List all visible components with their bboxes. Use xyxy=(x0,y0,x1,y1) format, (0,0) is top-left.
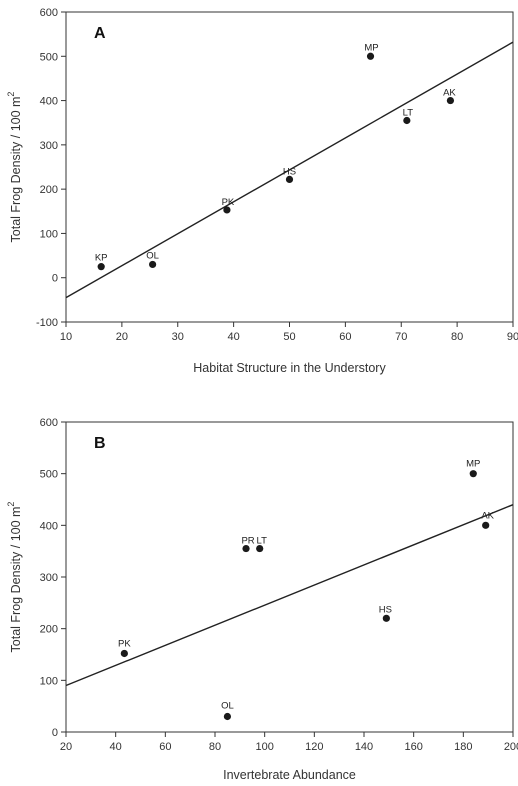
y-tick-label: 500 xyxy=(40,51,58,63)
y-tick-label: 0 xyxy=(52,273,58,285)
y-tick-label: 600 xyxy=(40,7,58,19)
data-label-pr: PR xyxy=(241,536,254,547)
x-tick-label: 20 xyxy=(60,741,72,753)
data-label-ak: AK xyxy=(443,88,456,99)
data-point-mp xyxy=(469,470,477,478)
x-tick-label: 60 xyxy=(339,331,351,343)
y-tick-label: 400 xyxy=(40,96,58,108)
data-point-hs xyxy=(382,614,390,622)
x-tick-label: 50 xyxy=(283,331,295,343)
data-label-ak: AK xyxy=(481,510,494,521)
x-axis-title: Invertebrate Abundance xyxy=(223,768,356,782)
x-axis-title: Habitat Structure in the Understory xyxy=(193,361,386,375)
data-point-lt xyxy=(403,116,411,125)
data-point-kp xyxy=(97,263,105,271)
chart-panel-b: 0 100 200 300 400 500 600 20 40 60 80 100 120 140 160 1… xyxy=(6,417,518,782)
data-label-pk: PK xyxy=(118,638,131,649)
data-label-ol: OL xyxy=(146,250,159,261)
y-tick-label: 200 xyxy=(40,184,58,196)
data-point-ak xyxy=(482,521,490,529)
x-tick-label: 20 xyxy=(116,331,128,343)
y-tick-label: 600 xyxy=(40,417,58,429)
y-axis-title: Total Frog Density / 100 m2 xyxy=(6,502,23,653)
x-tick-label: 10 xyxy=(60,331,72,343)
data-point-lt xyxy=(256,544,264,553)
x-tick-label: 70 xyxy=(395,331,407,343)
data-point-pk xyxy=(223,206,231,214)
regression-line xyxy=(65,41,514,299)
y-tick-label: 300 xyxy=(40,140,58,152)
y-tick-label: 100 xyxy=(40,675,58,687)
data-point-pr xyxy=(242,544,250,553)
y-axis-title-superscript: 2 xyxy=(6,502,16,507)
data-label-hs: HS xyxy=(379,604,392,615)
x-tick-label: 40 xyxy=(228,331,240,343)
y-tick-label: 100 xyxy=(40,228,58,240)
regression-line xyxy=(65,504,514,687)
x-tick-label: 90 xyxy=(507,331,518,343)
data-point-ol xyxy=(223,712,232,721)
y-tick-label: 400 xyxy=(40,520,58,532)
y-axis-title-main: Total Frog Density / 100 m xyxy=(9,97,23,243)
y-tick-label: 200 xyxy=(40,624,58,636)
x-tick-label: 140 xyxy=(355,741,373,753)
data-label-pk: PK xyxy=(222,197,235,208)
data-label-lt: LT xyxy=(257,536,268,547)
chart-panel-a: -100 0 100 200 300 400 500 600 10 20 30 40 50 60 70 80 9… xyxy=(6,7,518,375)
x-tick-label: 80 xyxy=(209,741,221,753)
panel-letter: B xyxy=(94,435,106,452)
y-tick-label: 300 xyxy=(40,572,58,584)
data-point-ak xyxy=(446,96,455,105)
x-tick-label: 30 xyxy=(172,331,184,343)
data-point-ol xyxy=(149,260,157,269)
plot-frame xyxy=(65,421,514,733)
y-tick-label: 500 xyxy=(40,469,58,481)
y-axis-title-main: Total Frog Density / 100 m xyxy=(9,507,23,653)
data-label-lt: LT xyxy=(403,108,414,119)
x-tick-label: 80 xyxy=(451,331,463,343)
y-axis-title-superscript: 2 xyxy=(6,92,16,97)
panel-letter: A xyxy=(94,25,106,42)
data-label-hs: HS xyxy=(283,166,296,177)
data-label-mp: MP xyxy=(466,459,480,470)
data-point-mp xyxy=(366,52,375,60)
y-tick-label: -100 xyxy=(36,317,58,329)
y-tick-label: 0 xyxy=(52,727,58,739)
x-tick-label: 160 xyxy=(404,741,422,753)
x-tick-label: 180 xyxy=(454,741,472,753)
y-axis-title: Total Frog Density / 100 m2 xyxy=(6,92,23,243)
data-label-ol: OL xyxy=(221,701,234,712)
x-tick-label: 40 xyxy=(110,741,122,753)
data-point-pk xyxy=(120,649,128,658)
x-tick-label: 120 xyxy=(305,741,323,753)
x-tick-label: 60 xyxy=(159,741,171,753)
data-label-mp: MP xyxy=(364,42,378,53)
data-point-hs xyxy=(285,175,294,183)
x-tick-label: 100 xyxy=(255,741,273,753)
x-tick-label: 200 xyxy=(504,741,518,753)
data-label-kp: KP xyxy=(95,253,108,264)
